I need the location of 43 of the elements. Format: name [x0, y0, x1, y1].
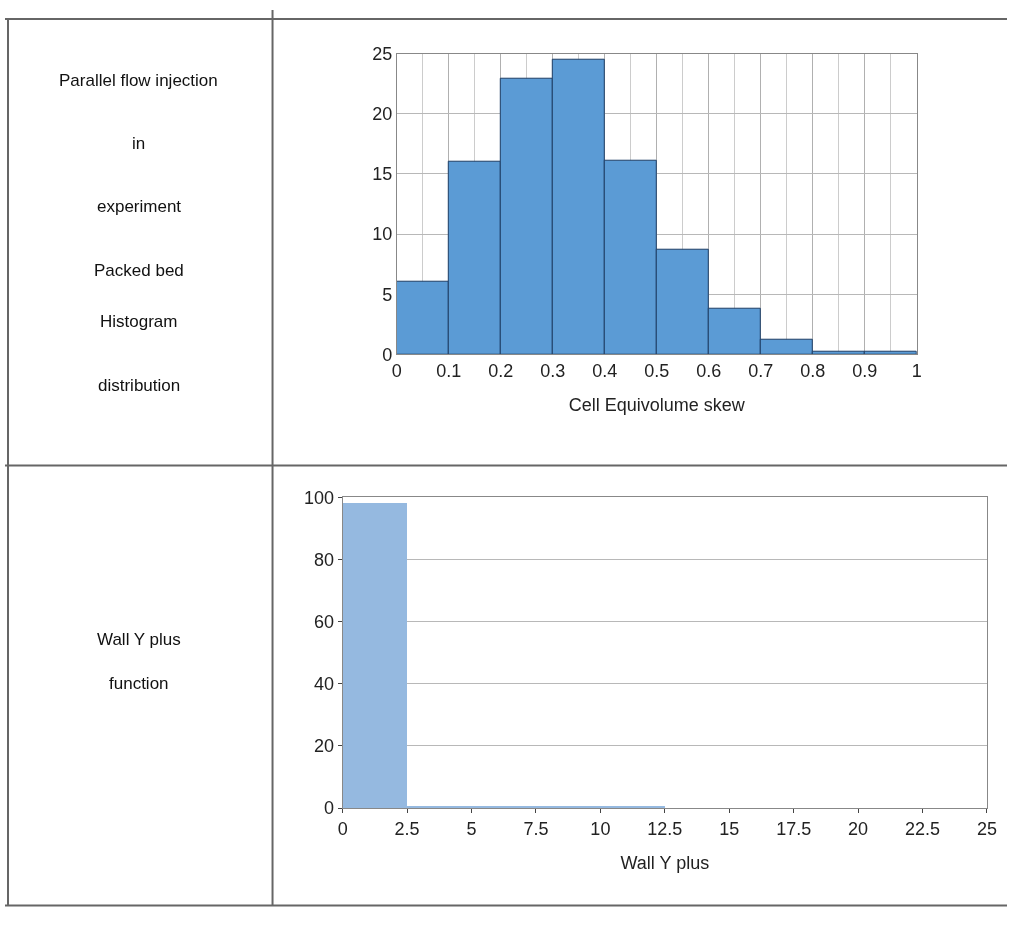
x-tick-label: 5 [466, 818, 477, 839]
text: Histogram [100, 312, 178, 331]
text: in [132, 134, 146, 153]
text: Packed bed [94, 261, 184, 280]
x-tick-label: 0.9 [852, 360, 878, 381]
text: Wall Y plus [97, 630, 181, 649]
x-tick-label: 20 [848, 818, 869, 839]
x-tick-label: 0.4 [592, 360, 618, 381]
x-tick-label: 17.5 [776, 818, 812, 839]
y-tick-label: 60 [314, 611, 335, 632]
x-tick-label: 0.7 [748, 360, 774, 381]
y-tick-label: 20 [372, 104, 393, 125]
x-tick-label: 25 [976, 818, 997, 839]
x-axis-title: Cell Equivolume skew [568, 395, 746, 416]
y-tick-label: 80 [314, 549, 335, 570]
y-tick-label: 0 [324, 798, 335, 819]
y-tick-label: 5 [382, 284, 393, 305]
x-tick-label: 22.5 [905, 818, 941, 839]
text: distribution [98, 376, 181, 395]
x-tick-label: 12.5 [647, 818, 683, 839]
x-tick-label: 0.6 [696, 360, 722, 381]
x-tick-label: 1 [911, 360, 922, 381]
y-tick-label: 25 [372, 44, 393, 65]
x-tick-label: 0.3 [540, 360, 566, 381]
y-tick-label: 40 [314, 674, 335, 695]
x-tick-label: 15 [719, 818, 740, 839]
y-tick-label: 15 [372, 164, 393, 185]
y-tick-label: 10 [372, 224, 393, 245]
x-tick-label: 10 [590, 818, 611, 839]
x-tick-label: 0.2 [488, 360, 514, 381]
x-tick-label: 0.8 [800, 360, 826, 381]
x-tick-label: 0.1 [436, 360, 462, 381]
x-tick-label: 2.5 [394, 818, 420, 839]
x-axis-title: Wall Y plus [620, 852, 710, 873]
text: Parallel flow injection [59, 71, 218, 90]
x-tick-label: 0 [337, 818, 348, 839]
x-tick-label: 0.5 [644, 360, 670, 381]
y-tick-label: 0 [382, 344, 393, 365]
y-tick-label: 20 [314, 736, 335, 757]
text: experiment [97, 197, 182, 216]
x-tick-label: 7.5 [523, 818, 549, 839]
text: function [109, 674, 169, 693]
y-tick-label: 100 [304, 487, 335, 508]
